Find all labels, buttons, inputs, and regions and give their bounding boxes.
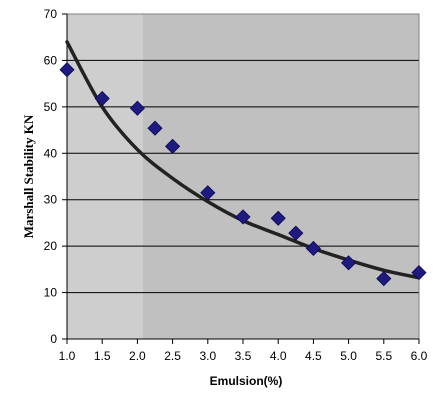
data-point [270, 210, 286, 226]
x-axis-label: Emulsion(%) [210, 374, 283, 388]
x-tick-label: 5.5 [375, 349, 392, 363]
y-tick-label: 10 [44, 286, 58, 300]
data-point [200, 185, 216, 201]
x-tick-label: 3.0 [199, 349, 216, 363]
data-point [147, 120, 163, 136]
y-axis-ticks: 0 10 20 30 40 50 60 70 [44, 7, 68, 346]
y-tick-label: 50 [44, 100, 58, 114]
y-tick-label: 60 [44, 53, 58, 67]
y-tick-label: 40 [44, 146, 58, 160]
data-point [305, 240, 321, 257]
data-point [288, 225, 304, 241]
data-point [411, 265, 427, 281]
data-point [59, 62, 75, 78]
data-point [165, 138, 181, 154]
x-axis-ticks: 1.0 1.5 2.0 2.5 3.0 3.5 4.0 4.5 5.0 5.5 6.0 [59, 338, 428, 363]
data-point [376, 271, 392, 287]
y-tick-label: 0 [50, 332, 57, 346]
y-axis-label: Marshall Stability KN [21, 114, 36, 238]
y-tick-label: 70 [44, 7, 58, 21]
data-points [59, 62, 427, 287]
x-tick-label: 2.5 [164, 349, 181, 363]
x-tick-label: 6.0 [411, 349, 428, 363]
x-tick-label: 4.5 [305, 349, 322, 363]
x-tick-label: 3.5 [235, 349, 252, 363]
x-tick-label: 5.0 [340, 349, 357, 363]
data-point [94, 90, 110, 107]
data-point [129, 100, 145, 116]
data-point [341, 255, 357, 271]
y-tick-label: 20 [44, 239, 58, 253]
x-tick-label: 1.0 [59, 349, 76, 363]
x-tick-label: 2.0 [129, 349, 146, 363]
data-point [235, 209, 251, 225]
x-tick-label: 1.5 [94, 349, 111, 363]
y-tick-label: 30 [44, 193, 58, 207]
x-tick-label: 4.0 [270, 349, 287, 363]
gridlines [67, 59, 419, 294]
